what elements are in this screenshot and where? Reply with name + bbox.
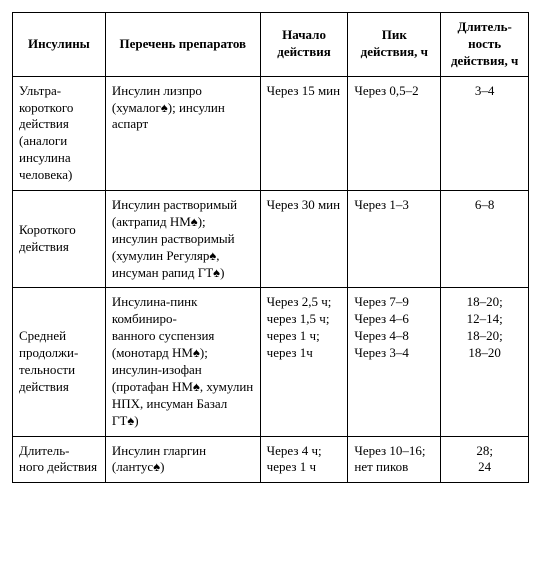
cell-peak: Через 0,5–2 <box>348 76 441 190</box>
table-row: Ультра-короткого действия (аналоги инсул… <box>13 76 529 190</box>
table-row: Длитель-ного действия Инсулин гларгин (л… <box>13 436 529 483</box>
cell-peak: Через 10–16; нет пиков <box>348 436 441 483</box>
cell-type: Ультра-короткого действия (аналоги инсул… <box>13 76 106 190</box>
insulin-table: Инсулины Перечень препаратов Начало дейс… <box>12 12 529 483</box>
cell-drugs: Инсулина-пинк комбиниро-ванного суспензи… <box>105 288 260 436</box>
cell-peak: Через 1–3 <box>348 191 441 288</box>
cell-type: Короткого действия <box>13 191 106 288</box>
cell-onset: Через 2,5 ч; через 1,5 ч; через 1 ч; чер… <box>260 288 348 436</box>
table-row: Средней продолжи-тельности действия Инсу… <box>13 288 529 436</box>
cell-duration: 28;24 <box>441 436 529 483</box>
cell-drugs: Инсулин гларгин (лантус♠) <box>105 436 260 483</box>
cell-drugs: Инсулин растворимый (актрапид НМ♠); инсу… <box>105 191 260 288</box>
cell-onset: Через 15 мин <box>260 76 348 190</box>
cell-duration: 3–4 <box>441 76 529 190</box>
cell-type: Средней продолжи-тельности действия <box>13 288 106 436</box>
header-col0: Инсулины <box>13 13 106 77</box>
cell-duration: 6–8 <box>441 191 529 288</box>
header-col3: Пик действия, ч <box>348 13 441 77</box>
cell-duration: 18–20;12–14;18–20;18–20 <box>441 288 529 436</box>
cell-drugs: Инсулин лизпро (хумалог♠); инсулин аспар… <box>105 76 260 190</box>
cell-onset: Через 4 ч; через 1 ч <box>260 436 348 483</box>
header-col2: Начало действия <box>260 13 348 77</box>
header-col4: Длитель-ность действия, ч <box>441 13 529 77</box>
cell-peak: Через 7–9Через 4–6Через 4–8Через 3–4 <box>348 288 441 436</box>
table-row: Короткого действия Инсулин растворимый (… <box>13 191 529 288</box>
cell-onset: Через 30 мин <box>260 191 348 288</box>
header-col1: Перечень препаратов <box>105 13 260 77</box>
header-row: Инсулины Перечень препаратов Начало дейс… <box>13 13 529 77</box>
cell-type: Длитель-ного действия <box>13 436 106 483</box>
